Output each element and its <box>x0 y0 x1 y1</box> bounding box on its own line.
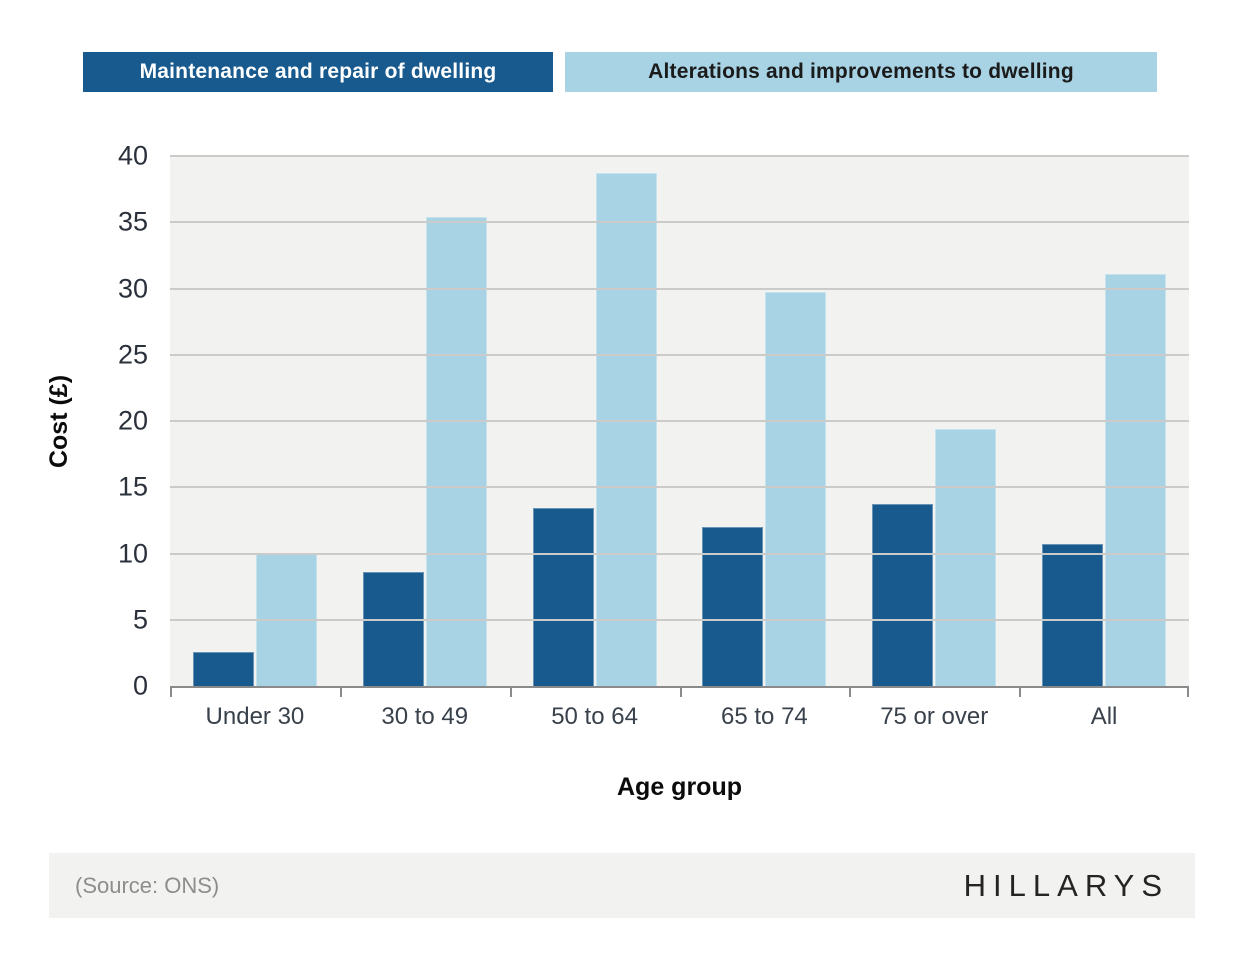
gridline <box>170 552 1189 555</box>
bar <box>935 428 997 686</box>
gridline <box>170 155 1189 157</box>
plot-area <box>170 155 1189 697</box>
legend-label-alterations: Alterations and improvements to dwelling <box>648 60 1074 83</box>
gridline <box>170 420 1189 422</box>
footer: (Source: ONS) HILLARYS <box>49 853 1195 918</box>
x-axis-labels: Under 30 30 to 49 50 to 64 65 to 74 75 or ov… <box>170 703 1189 731</box>
legend-label-maintenance: Maintenance and repair of dwelling <box>139 60 497 83</box>
y-tick-label: 20 <box>117 405 148 436</box>
bar <box>595 173 657 686</box>
bar <box>1042 544 1104 686</box>
gridline <box>170 221 1189 224</box>
y-tick-label: 30 <box>117 273 148 303</box>
y-tick-label: 40 <box>117 140 148 171</box>
x-category-label: 75 or over <box>880 703 989 730</box>
y-tick-label: 35 <box>117 206 148 237</box>
y-tick-label: 0 <box>132 670 148 701</box>
bar-group-30-to-49 <box>340 156 510 686</box>
bar <box>872 504 934 686</box>
y-axis-title-text: Cost (£) <box>45 374 74 468</box>
bar <box>192 651 254 686</box>
x-axis-tick <box>1187 688 1189 697</box>
bar-group-all <box>1019 156 1189 686</box>
x-category-label: 30 to 49 <box>381 703 469 730</box>
x-axis-tick <box>340 688 342 697</box>
source-text: (Source: ONS) <box>75 872 220 898</box>
x-axis-tick <box>510 688 512 697</box>
y-tick-label: 10 <box>117 538 148 568</box>
bar <box>532 508 594 686</box>
y-tick-label: 15 <box>117 471 148 502</box>
y-tick-label: 5 <box>132 604 148 635</box>
x-category-label: All <box>1090 703 1118 730</box>
y-tick-label: 25 <box>117 339 148 370</box>
x-axis-title: Age group <box>617 773 742 801</box>
bar-group-75-or-over <box>849 156 1019 686</box>
gridline <box>170 287 1189 290</box>
bar <box>1105 273 1167 686</box>
x-axis-tick <box>1019 688 1021 697</box>
bar <box>362 572 424 686</box>
gridline <box>170 353 1189 356</box>
legend-item-maintenance: Maintenance and repair of dwelling <box>83 52 553 92</box>
x-category-label: 50 to 64 <box>551 703 638 730</box>
y-axis-labels: 0 5 10 15 20 25 30 35 40 <box>86 141 158 701</box>
x-axis-tick <box>680 688 682 697</box>
bar <box>702 527 764 686</box>
y-axis-title: Cost (£) <box>38 156 82 686</box>
x-axis-tick <box>849 688 851 697</box>
gridline <box>170 486 1189 489</box>
x-category-label: 65 to 74 <box>721 703 808 730</box>
legend-item-alterations: Alterations and improvements to dwelling <box>565 52 1157 92</box>
bar <box>765 292 827 686</box>
gridline <box>170 618 1189 621</box>
bar <box>425 216 487 686</box>
bar-groups <box>170 156 1189 686</box>
hillarys-logo: HILLARYS <box>963 867 1169 903</box>
bar-group-50-to-64 <box>510 156 680 686</box>
x-category-label: Under 30 <box>205 703 305 730</box>
x-axis-tick <box>170 688 172 697</box>
